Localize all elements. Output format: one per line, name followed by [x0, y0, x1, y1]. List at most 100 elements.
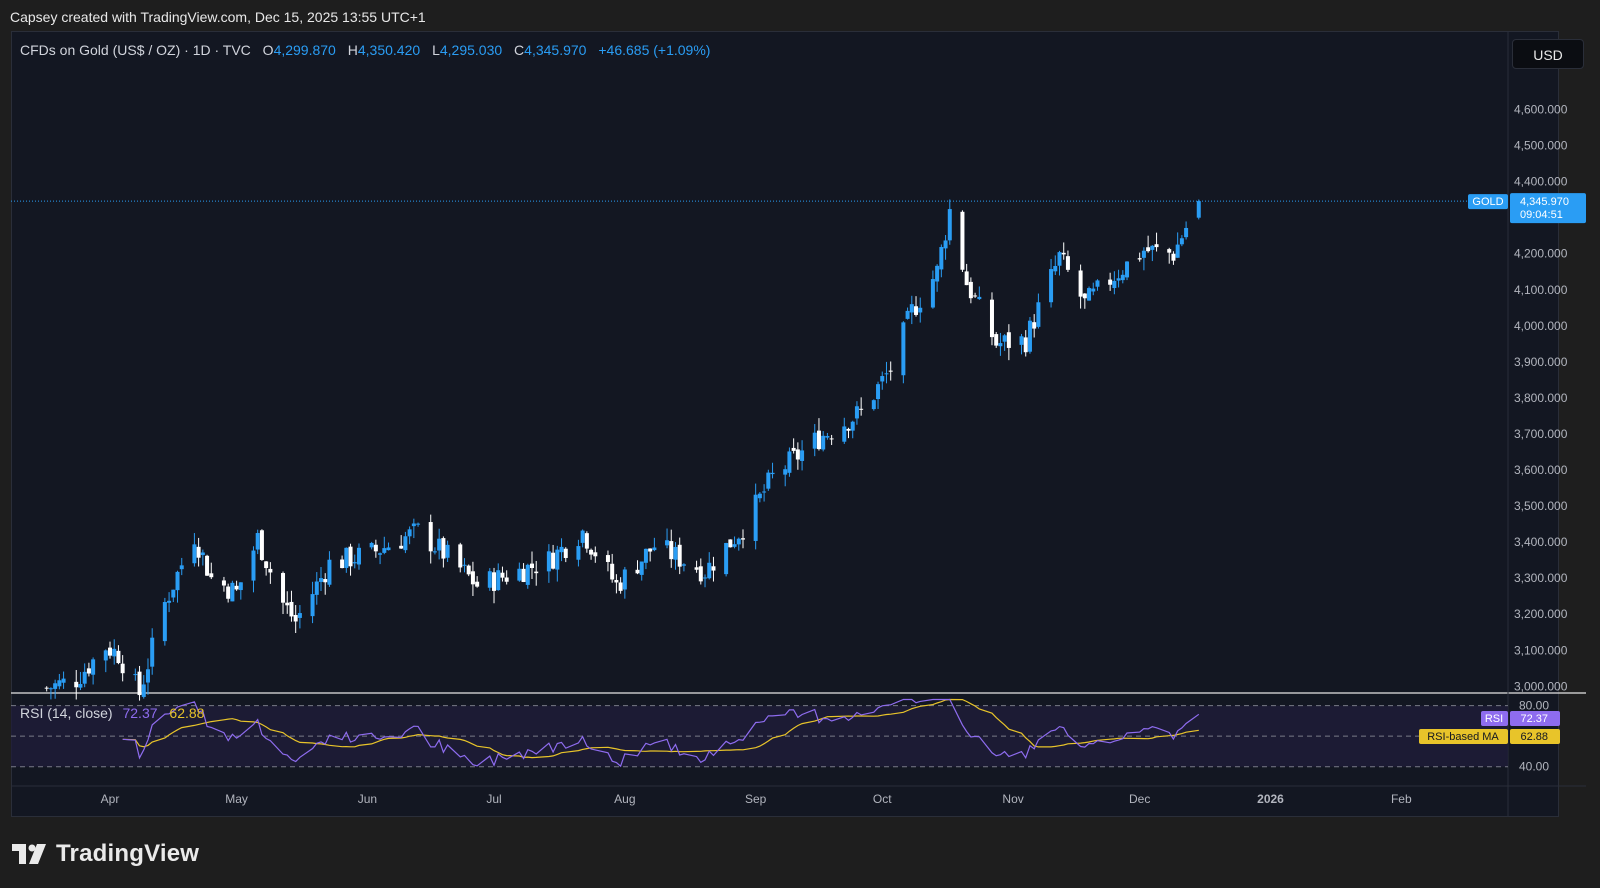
candle	[120, 655, 125, 682]
candle	[91, 657, 96, 685]
time-axis-label: Apr	[101, 792, 120, 806]
rsi-ma-legend-value: 62.88	[169, 705, 205, 721]
candle	[289, 590, 294, 622]
candle	[167, 592, 172, 613]
candle	[327, 551, 332, 587]
price-axis-label: 3,300.000	[1514, 571, 1568, 585]
rsi-ma-tag-value: 62.88	[1520, 731, 1548, 743]
candle	[698, 558, 703, 585]
candle	[44, 686, 49, 692]
low-label: L	[432, 42, 440, 58]
candle	[584, 531, 589, 553]
candle	[462, 558, 467, 573]
candle	[901, 321, 906, 384]
candle	[960, 210, 965, 273]
candle	[196, 537, 201, 567]
candle	[1087, 286, 1092, 301]
candle	[989, 292, 994, 346]
candle	[466, 564, 471, 577]
candle	[319, 566, 323, 592]
candle	[1036, 293, 1041, 329]
candle	[382, 536, 387, 555]
candle	[323, 573, 328, 595]
candle	[766, 469, 771, 491]
candle	[1032, 314, 1037, 338]
candle	[369, 541, 374, 550]
candle	[618, 577, 623, 594]
time-axis[interactable]: Apr May Jun Jul Aug Sep Oct Nov Dec 2026 Feb	[101, 792, 1412, 806]
candle	[728, 539, 733, 548]
candle	[48, 687, 53, 700]
candle	[724, 542, 729, 577]
candle	[297, 605, 302, 629]
candle	[589, 548, 594, 560]
candle	[555, 545, 560, 582]
candle	[1137, 252, 1142, 262]
candle	[205, 554, 210, 576]
candle	[348, 543, 353, 576]
price-axis-label: 3,100.000	[1514, 643, 1568, 657]
open-value: 4,299.870	[273, 42, 336, 58]
candle	[192, 533, 197, 567]
price-axis-label: 3,700.000	[1514, 427, 1568, 441]
candle	[741, 529, 745, 549]
candle	[82, 663, 87, 688]
candle	[441, 536, 446, 568]
price-axis-label: 4,500.000	[1514, 139, 1568, 153]
rsi-line	[122, 698, 1200, 768]
candle	[1002, 334, 1007, 351]
candle	[1095, 279, 1100, 291]
candle	[1120, 270, 1125, 284]
candle	[732, 536, 737, 549]
candle	[1116, 269, 1121, 288]
candle	[1082, 293, 1087, 309]
candle	[399, 535, 404, 549]
rsi-ma-line	[122, 698, 1199, 759]
symbol-legend[interactable]: CFDs on Gold (US$ / OZ) · 1D · TVC O4,29…	[20, 42, 710, 58]
candle	[1146, 235, 1151, 253]
candle	[905, 307, 910, 320]
candle	[432, 547, 437, 555]
rsi-legend[interactable]: RSI (14, close) 72.37 62.88	[20, 705, 204, 721]
candle	[525, 563, 530, 589]
candle	[264, 561, 269, 576]
candle	[530, 551, 534, 580]
candle	[268, 562, 273, 584]
candle	[145, 658, 150, 695]
candle	[703, 574, 708, 588]
candle	[909, 295, 914, 325]
candle	[226, 583, 231, 603]
price-axis[interactable]: 3,000.000 3,100.000 3,200.000 3,300.000 3,40…	[1514, 103, 1568, 694]
candle	[534, 560, 539, 586]
candle	[386, 542, 391, 551]
candle	[707, 552, 712, 580]
candle	[171, 589, 176, 603]
candle	[162, 597, 167, 646]
candle	[378, 552, 383, 565]
price-axis-label: 3,000.000	[1514, 679, 1568, 693]
time-axis-label: Oct	[873, 792, 892, 806]
candle	[665, 528, 670, 549]
candle	[86, 662, 91, 677]
candle	[673, 542, 678, 570]
candle	[150, 628, 155, 675]
candle	[854, 401, 859, 425]
candle	[1053, 255, 1058, 276]
candle	[614, 574, 619, 594]
candle	[108, 641, 112, 659]
candle	[1167, 247, 1172, 264]
candle	[1179, 235, 1184, 247]
candle	[757, 492, 762, 503]
candle	[137, 665, 142, 701]
low-value: 4,295.030	[439, 42, 503, 58]
currency-selector[interactable]: USD	[1512, 39, 1584, 69]
candle	[352, 554, 357, 569]
candle	[230, 580, 235, 602]
candle	[821, 431, 826, 452]
candle	[711, 556, 716, 582]
candle	[234, 580, 239, 591]
candle	[259, 529, 264, 561]
rsi-tag-label: RSI	[1485, 713, 1503, 725]
